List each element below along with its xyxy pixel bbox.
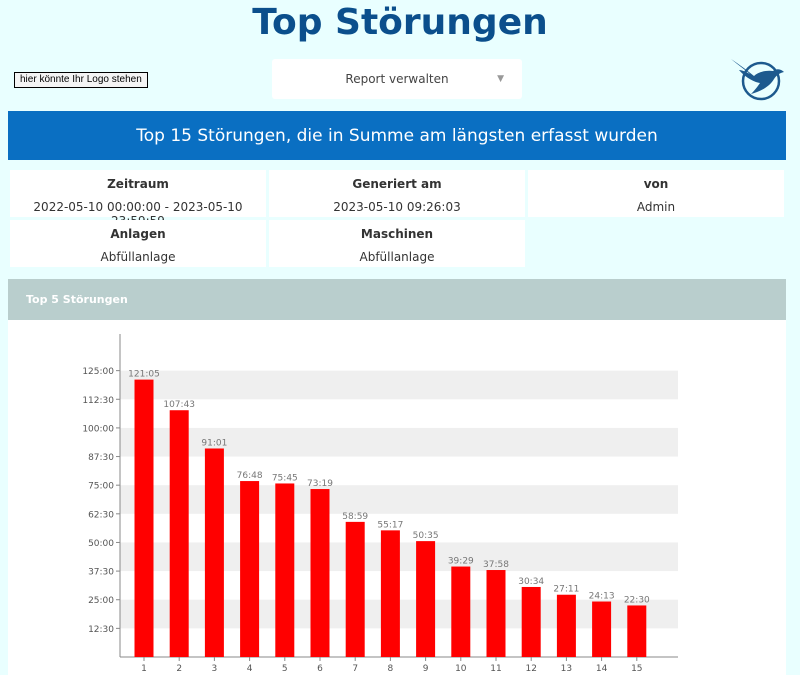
bar-value-label: 121:05 — [128, 370, 160, 380]
chart-area: 12:30 25:00 37:30 50:00 62:30 75:00 87:30 100:0… — [8, 320, 786, 675]
bar — [204, 448, 224, 657]
x-tick-label: 12 — [525, 664, 536, 674]
x-tick-label: 3 — [212, 664, 218, 674]
x-tick-label: 8 — [388, 664, 394, 674]
bar — [486, 570, 506, 657]
y-tick-label: 37:30 — [88, 568, 114, 578]
report-dropdown[interactable]: Report verwalten ▼ — [272, 59, 522, 99]
bar-value-label: 91:01 — [201, 438, 227, 448]
x-tick-label: 4 — [247, 664, 253, 674]
info-anlagen-value: Abfüllanlage — [100, 250, 176, 264]
bar — [380, 530, 400, 657]
info-maschinen: Maschinen Abfüllanlage — [269, 220, 525, 267]
y-tick-label: 62:30 — [88, 510, 114, 520]
y-tick-label: 50:00 — [88, 539, 114, 549]
x-tick-label: 6 — [317, 664, 323, 674]
bar — [134, 379, 154, 657]
bar-value-label: 75:45 — [272, 473, 298, 483]
x-tick-label: 11 — [490, 664, 501, 674]
chevron-down-icon[interactable]: ▼ — [497, 74, 504, 84]
logo-placeholder: hier könnte Ihr Logo stehen — [14, 72, 148, 88]
bar-value-label: 58:59 — [342, 512, 368, 522]
x-tick-label: 15 — [631, 664, 642, 674]
x-tick-label: 7 — [352, 664, 358, 674]
bar-value-label: 73:19 — [307, 479, 333, 489]
panel-header: Top 5 Störungen — [8, 279, 786, 320]
bar-value-label: 27:11 — [553, 585, 579, 595]
info-maschinen-label: Maschinen — [360, 227, 434, 241]
page-title: Top Störungen — [252, 2, 548, 43]
info-generiert: Generiert am 2023-05-10 09:26:03 — [269, 170, 525, 217]
bar — [451, 566, 471, 657]
bar — [169, 410, 189, 657]
bar — [240, 481, 260, 657]
chart-grid-band — [120, 485, 678, 514]
x-tick-label: 2 — [176, 664, 182, 674]
info-von-label: von — [643, 177, 669, 191]
x-tick-label: 5 — [282, 664, 288, 674]
bar — [275, 483, 295, 657]
info-von: von Admin — [528, 170, 784, 217]
bar — [310, 489, 330, 657]
x-tick-label: 10 — [455, 664, 467, 674]
bar-value-label: 22:30 — [624, 595, 650, 605]
x-tick-label: 1 — [141, 664, 147, 674]
report-banner: Top 15 Störungen, die in Summe am längst… — [8, 111, 786, 160]
chart-grid-band — [120, 370, 678, 400]
bar — [592, 601, 612, 657]
bar — [556, 594, 576, 657]
y-tick-label: 100:00 — [82, 424, 114, 434]
report-dropdown-label: Report verwalten — [345, 72, 449, 86]
x-tick-label: 14 — [596, 664, 608, 674]
y-tick-label: 112:30 — [82, 396, 114, 406]
bird-logo-icon — [731, 59, 784, 101]
bar-value-label: 24:13 — [589, 592, 615, 602]
bar-value-label: 37:58 — [483, 560, 509, 570]
y-tick-label: 75:00 — [88, 482, 114, 492]
bar — [345, 521, 365, 657]
bar-chart: 12:30 25:00 37:30 50:00 62:30 75:00 87:30 100:0… — [82, 334, 678, 674]
bar-value-label: 30:34 — [518, 577, 544, 587]
x-tick-label: 13 — [561, 664, 572, 674]
bar-value-label: 39:29 — [448, 557, 474, 567]
bar-value-label: 55:17 — [377, 520, 403, 530]
bar-value-label: 50:35 — [413, 531, 439, 541]
y-tick-label: 125:00 — [82, 367, 114, 377]
info-maschinen-value: Abfüllanlage — [359, 250, 435, 264]
y-tick-label: 87:30 — [88, 453, 114, 463]
info-generiert-value: 2023-05-10 09:26:03 — [333, 200, 461, 214]
info-von-value: Admin — [636, 200, 676, 214]
x-tick-label: 9 — [423, 664, 429, 674]
bar — [627, 605, 647, 657]
info-generiert-label: Generiert am — [352, 177, 442, 191]
y-tick-label: 25:00 — [88, 596, 114, 606]
info-anlagen-label: Anlagen — [110, 227, 166, 241]
info-zeitraum: Zeitraum 2022-05-10 00:00:00 - 2023-05-1… — [10, 170, 266, 228]
bar — [416, 541, 436, 657]
info-anlagen: Anlagen Abfüllanlage — [10, 220, 266, 267]
bar — [521, 586, 541, 657]
bar-value-label: 107:43 — [163, 400, 195, 410]
y-tick-label: 12:30 — [88, 625, 114, 635]
bar-value-label: 76:48 — [237, 471, 263, 481]
info-zeitraum-label: Zeitraum — [107, 177, 169, 191]
